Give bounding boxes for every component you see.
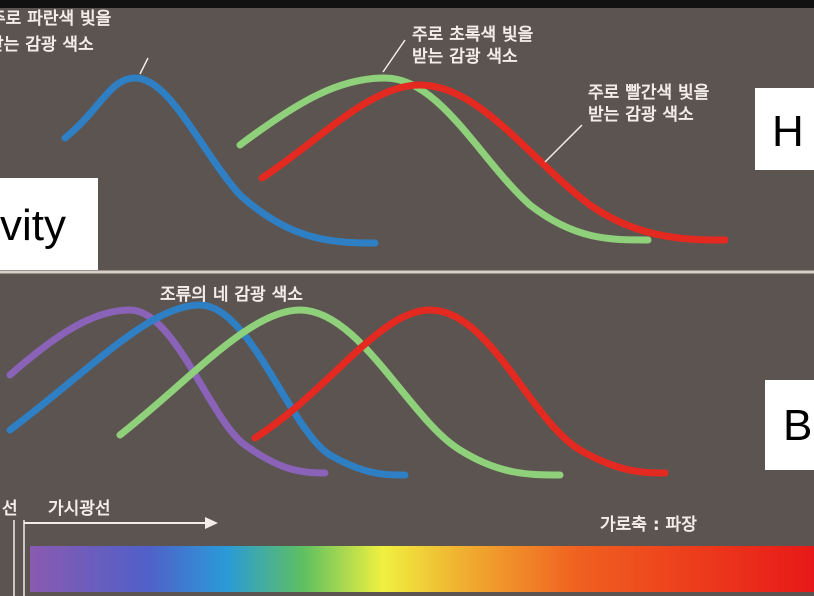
spectrum-bar (30, 546, 814, 592)
page: 주로 파란색 빛을 받는 감광 색소 주로 초록색 빛을 받는 감광 색소 주로… (0, 0, 814, 596)
sensitivity-tag: vity (0, 201, 66, 250)
blue-label-2: 받는 감광 색소 (0, 35, 94, 55)
b-tag: B (783, 401, 812, 450)
red-label-1: 주로 빨간색 빛을 (588, 83, 710, 103)
h-tag: H (772, 107, 804, 156)
red-label-2: 받는 감광 색소 (588, 105, 694, 125)
green-label-2: 받는 감광 색소 (412, 47, 518, 67)
bird-title: 조류의 네 감광 색소 (160, 285, 303, 305)
figure: 주로 파란색 빛을 받는 감광 색소 주로 초록색 빛을 받는 감광 색소 주로… (0, 0, 814, 596)
visible-label: 가시광선 (48, 499, 111, 519)
top-border (0, 0, 814, 8)
uv-label: 선 (2, 499, 18, 519)
x-axis-label: 가로축 : 파장 (600, 515, 697, 535)
green-label-1: 주로 초록색 빛을 (412, 25, 534, 45)
blue-label-1: 주로 파란색 빛을 (0, 9, 112, 29)
